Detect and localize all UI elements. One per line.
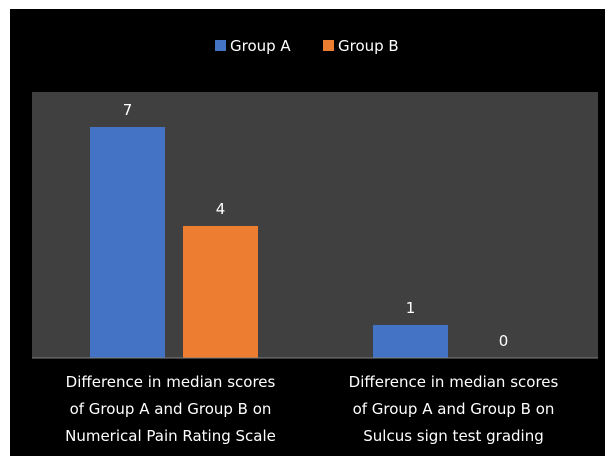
category-labels-layer: Difference in median scores of Group A an… [65,373,558,445]
data-labels-layer: 7 4 1 0 [123,101,509,350]
legend-label-group-b: Group B [338,37,399,55]
category-label-2: Difference in median scores of Group A an… [349,373,559,445]
legend-swatch-group-b [323,40,334,51]
chart-frame: 7 4 1 0 Difference in median scores of Group… [10,9,605,456]
bars-layer [90,127,448,358]
category-label-1: Difference in median scores of Group A an… [65,373,276,445]
legend: Group A Group B [215,37,399,55]
bar-group-a-1 [90,127,165,358]
data-label-group-a-1: 7 [123,101,133,119]
data-label-group-a-2: 1 [406,299,416,317]
data-label-group-b-1: 4 [216,200,226,218]
bar-chart: 7 4 1 0 Difference in median scores of Group… [32,37,598,445]
data-label-group-b-2: 0 [499,332,509,350]
legend-swatch-group-a [215,40,226,51]
bar-group-b-1 [183,226,258,358]
bar-group-a-2 [373,325,448,358]
legend-label-group-a: Group A [230,37,291,55]
